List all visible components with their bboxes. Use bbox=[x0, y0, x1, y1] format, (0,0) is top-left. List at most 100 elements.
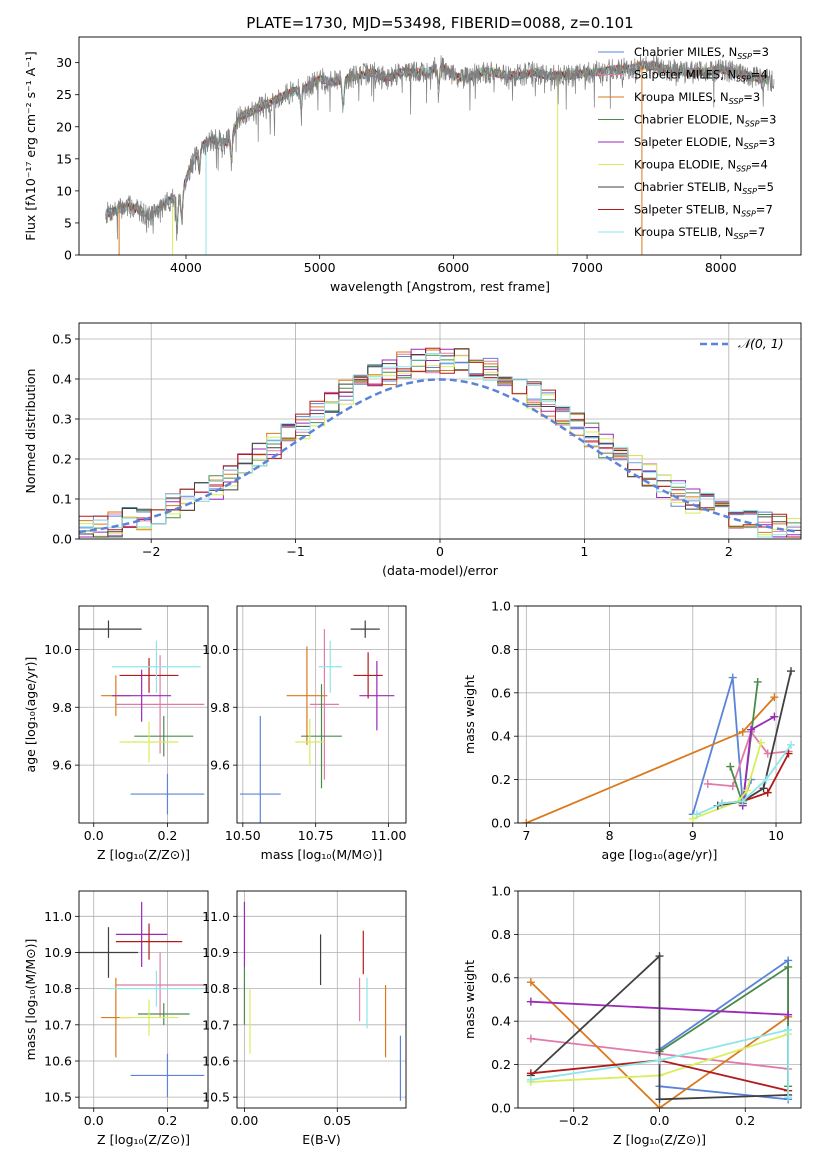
y-tick-label: 0.8 bbox=[491, 927, 511, 942]
mass-weight-marker bbox=[763, 749, 772, 758]
panel-age-vs-mass: 10.50 10.75 11.00 9.6 9.8 10.0 mass [log₁₀(M/M… bbox=[202, 605, 407, 862]
x-axis-label: age [log₁₀(age/yr)] bbox=[602, 847, 718, 862]
y-tick-label: 10.5 bbox=[202, 1090, 230, 1105]
x-tick-label: 0.2 bbox=[158, 828, 178, 843]
x-axis-label: mass [log₁₀(M/M⊙)] bbox=[261, 847, 383, 862]
y-tick-label: 10.7 bbox=[202, 1017, 230, 1032]
mass-weight-marker bbox=[655, 1056, 664, 1065]
y-tick-label: 9.6 bbox=[52, 758, 72, 773]
y-tick-label: 0.4 bbox=[52, 372, 72, 387]
y-tick-label: 0.8 bbox=[491, 642, 511, 657]
panel-residual-histogram: −2 −1 0 1 2 0.0 0.1 0.2 0.3 0.4 0.5 (data-model)/er… bbox=[23, 322, 802, 578]
x-axis-label: Z [log₁₀(Z/Z⊙)] bbox=[613, 1132, 706, 1147]
y-tick-label: 10.9 bbox=[44, 945, 72, 960]
legend-nssp-equals: = bbox=[751, 68, 761, 82]
mass-weight-marker bbox=[522, 819, 531, 823]
mass-weight-marker bbox=[742, 786, 751, 795]
axes-frame bbox=[236, 890, 407, 1109]
x-tick-label: 9 bbox=[689, 828, 697, 843]
legend-entry: 𝒩(0, 1) bbox=[738, 336, 784, 351]
y-tick-label: 15 bbox=[56, 151, 72, 166]
mass-weight-marker bbox=[787, 740, 796, 749]
histogram-legend: 𝒩(0, 1) bbox=[700, 336, 784, 351]
legend-nssp-prefix: , N bbox=[713, 90, 729, 104]
legend-entry: Chabrier STELIB, NSSP=5 bbox=[634, 180, 774, 196]
legend-nssp-subscript: SSP bbox=[745, 120, 760, 129]
plot-area bbox=[79, 620, 205, 815]
x-tick-label: 8 bbox=[606, 828, 614, 843]
plot-area bbox=[105, 54, 775, 255]
legend-nssp-prefix: , N bbox=[728, 135, 744, 149]
y-tick-label: 5 bbox=[64, 215, 72, 230]
y-tick-label: 11.0 bbox=[44, 909, 72, 924]
y-tick-label: 10.8 bbox=[44, 981, 72, 996]
histogram-step-line bbox=[79, 353, 801, 538]
y-tick-label: 0.0 bbox=[491, 1101, 511, 1116]
x-tick-label: 0.0 bbox=[84, 1113, 104, 1128]
legend-nssp-prefix: , N bbox=[720, 158, 736, 172]
y-tick-label: 20 bbox=[56, 119, 72, 134]
panel-spectrum: 4000 5000 6000 7000 8000 0 5 10 15 20 25 30 waveleng… bbox=[23, 36, 802, 294]
panel-mass-weight-vs-metallicity: −0.2 0.0 0.2 0.0 0.2 0.4 0.6 0.8 1.0 Z [log₁₀(Z/Z… bbox=[462, 884, 802, 1147]
mass-weight-marker bbox=[747, 725, 756, 734]
panel-mass-weight-vs-age: 7 8 9 10 0.0 0.2 0.4 0.6 0.8 1.0 age [log₁₀(age/yr… bbox=[462, 599, 802, 862]
mass-weight-marker bbox=[787, 667, 796, 676]
x-tick-label: 8000 bbox=[705, 260, 737, 275]
legend-nssp-subscript: SSP bbox=[736, 165, 751, 174]
legend-nssp-prefix: , N bbox=[721, 45, 737, 59]
y-tick-label: 0.6 bbox=[491, 685, 511, 700]
y-tick-label: 10.0 bbox=[202, 642, 230, 657]
mass-weight-marker bbox=[728, 673, 737, 682]
panels-layer: 4000 5000 6000 7000 8000051015202530waveleng… bbox=[23, 36, 802, 1147]
figure-title: PLATE=1730, MJD=53498, FIBERID=0088, z=0… bbox=[246, 14, 633, 32]
legend-series-name: Chabrier STELIB bbox=[634, 180, 726, 194]
legend-nssp-subscript: SSP bbox=[737, 52, 752, 61]
x-axis-label: Z [log₁₀(Z/Z⊙)] bbox=[97, 1132, 190, 1147]
legend-series-name: Kroupa ELODIE bbox=[634, 158, 720, 172]
mass-weight-marker bbox=[784, 1025, 793, 1034]
legend-series-name: Salpeter ELODIE bbox=[634, 135, 728, 149]
legend-nssp-equals: = bbox=[743, 90, 753, 104]
mass-weight-marker bbox=[526, 1034, 535, 1043]
legend-nssp-equals: = bbox=[756, 203, 766, 217]
legend-series-name: Kroupa MILES bbox=[634, 90, 713, 104]
legend-nssp-value: 3 bbox=[753, 90, 760, 104]
y-tick-label: 1.0 bbox=[491, 884, 511, 899]
x-tick-label: 0.0 bbox=[84, 828, 104, 843]
legend-nssp-subscript: SSP bbox=[741, 210, 756, 219]
x-tick-label: 0 bbox=[436, 544, 444, 559]
mass-weight-marker bbox=[738, 797, 747, 806]
y-tick-label: 0.0 bbox=[52, 532, 72, 547]
y-axis-label: mass [log₁₀(M/M⊙)] bbox=[23, 939, 38, 1061]
mass-weight-marker bbox=[753, 677, 762, 686]
y-tick-label: 10.6 bbox=[202, 1053, 230, 1068]
legend-nssp-value: 7 bbox=[758, 225, 765, 239]
mass-weight-marker bbox=[763, 788, 772, 797]
y-tick-label: 10.7 bbox=[44, 1017, 72, 1032]
panel-mass-vs-metallicity: 0.0 0.2 10.5 10.6 10.7 10.8 10.9 11.0 Z [log₁₀(Z… bbox=[23, 890, 209, 1147]
mass-weight-marker bbox=[784, 1093, 793, 1102]
y-tick-label: 0.1 bbox=[52, 492, 72, 507]
legend-series-name: Salpeter MILES bbox=[634, 68, 720, 82]
mass-weight-line bbox=[692, 742, 762, 820]
legend-nssp-value: 4 bbox=[760, 68, 767, 82]
legend-entry: Chabrier MILES, NSSP=3 bbox=[634, 45, 769, 61]
mass-weight-marker bbox=[728, 782, 737, 791]
axes-frame bbox=[236, 605, 407, 824]
legend-series-name: Salpeter STELIB bbox=[634, 203, 725, 217]
x-tick-label: 6000 bbox=[437, 260, 469, 275]
legend-entry: Kroupa STELIB, NSSP=7 bbox=[634, 225, 765, 241]
mass-weight-marker bbox=[784, 1010, 793, 1019]
legend-nssp-prefix: , N bbox=[718, 225, 734, 239]
y-tick-label: 0.2 bbox=[52, 452, 72, 467]
mass-weight-marker bbox=[692, 810, 701, 819]
panel-age-vs-metallicity: 0.0 0.2 9.6 9.8 10.0 Z [log₁₀(Z/Z⊙)] age [log₁… bbox=[23, 605, 209, 862]
mass-weight-marker bbox=[655, 1104, 664, 1108]
legend-nssp-prefix: , N bbox=[725, 203, 741, 217]
y-tick-label: 10.5 bbox=[44, 1090, 72, 1105]
y-tick-label: 10.8 bbox=[202, 981, 230, 996]
mass-weight-marker bbox=[770, 712, 779, 721]
x-axis-label: (data-model)/error bbox=[382, 563, 499, 578]
axes-frame bbox=[78, 890, 209, 1109]
axes-frame bbox=[78, 322, 802, 540]
